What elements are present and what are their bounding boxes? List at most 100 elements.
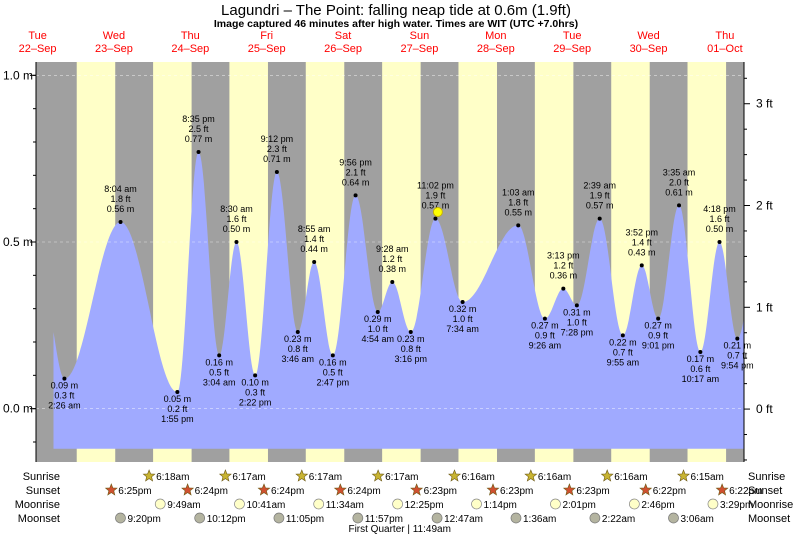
moonset-moon-icon bbox=[668, 512, 679, 524]
sunrise-time: 6:15am bbox=[691, 472, 724, 483]
y-tick-label-ft: 3 ft bbox=[756, 97, 773, 111]
moonset-time: 9:20pm bbox=[127, 514, 160, 525]
low-tide-label: 0.3 ft bbox=[245, 387, 266, 397]
high-tide-label: 1.8 ft bbox=[111, 194, 132, 204]
moonset-time: 3:06am bbox=[680, 514, 713, 525]
low-tide-label: 0.16 m bbox=[319, 357, 347, 367]
low-tide-label: 9:01 pm bbox=[642, 341, 675, 351]
low-tide-point bbox=[620, 333, 625, 338]
low-tide-label: 0.05 m bbox=[164, 394, 192, 404]
low-tide-label: 0.29 m bbox=[364, 314, 392, 324]
low-tide-label: 0.6 ft bbox=[690, 364, 711, 374]
moonrise-moon-icon bbox=[154, 498, 166, 510]
low-tide-label: 9:26 am bbox=[529, 341, 562, 351]
low-tide-label: 0.8 ft bbox=[288, 344, 309, 354]
high-tide-label: 1.4 ft bbox=[304, 234, 325, 244]
sunset-time: 6:23pm bbox=[424, 486, 457, 497]
high-tide-point bbox=[390, 280, 395, 284]
moonset-moon-icon bbox=[115, 512, 126, 524]
low-tide-label: 7:34 am bbox=[446, 324, 479, 334]
day-labels: Tue22–SepWed23–SepThu24–SepFri25–SepSat2… bbox=[19, 30, 743, 55]
high-tide-label: 1.4 ft bbox=[632, 237, 653, 247]
tide-area bbox=[53, 152, 744, 449]
moonrise-moon-icon bbox=[471, 498, 482, 510]
sunrise-star-icon bbox=[600, 469, 614, 482]
low-tide-label: 0.10 m bbox=[241, 377, 269, 387]
high-tide-label: 0.64 m bbox=[342, 177, 370, 187]
row-label-right: Sunset bbox=[748, 485, 782, 497]
sunrise-star-icon bbox=[371, 469, 385, 482]
current-tide-marker bbox=[432, 207, 443, 217]
date-label: 23–Sep bbox=[95, 43, 133, 55]
day-of-week-label: Mon bbox=[485, 30, 506, 42]
moonset-time: 2:22am bbox=[602, 514, 635, 525]
high-tide-label: 0.61 m bbox=[665, 187, 693, 197]
high-tide-label: 0.56 m bbox=[107, 204, 135, 214]
moonset-time: 12:47am bbox=[444, 514, 483, 525]
chart-subtitle: Image captured 46 minutes after high wat… bbox=[214, 18, 578, 30]
high-tide-label: 11:02 pm bbox=[417, 181, 454, 191]
high-tide-label: 3:13 pm bbox=[547, 251, 580, 261]
sunrise-time: 6:18am bbox=[156, 472, 189, 483]
low-tide-point bbox=[175, 390, 180, 394]
sunrise-star-icon bbox=[142, 469, 156, 482]
date-label: 25–Sep bbox=[248, 43, 286, 55]
low-tide-label: 0.27 m bbox=[644, 321, 672, 331]
low-tide-label: 7:28 pm bbox=[561, 327, 594, 337]
sunset-time: 6:24pm bbox=[347, 486, 380, 497]
low-tide-label: 1.0 ft bbox=[453, 314, 474, 324]
moonrise-moon-icon bbox=[313, 498, 325, 510]
low-tide-point bbox=[375, 310, 380, 314]
moonrise-time: 2:01pm bbox=[562, 500, 595, 511]
sunrise-star-icon bbox=[448, 469, 461, 482]
high-tide-point bbox=[274, 170, 279, 174]
low-tide-point bbox=[217, 353, 222, 358]
moonset-moon-icon bbox=[194, 512, 206, 524]
moonrise-time: 3:29pm bbox=[720, 500, 753, 511]
y-tick-label-m: 0.5 m bbox=[3, 235, 33, 249]
low-tide-label: 0.16 m bbox=[205, 357, 233, 367]
high-tide-label: 0.36 m bbox=[550, 271, 578, 281]
sunrise-time: 6:17am bbox=[232, 472, 265, 483]
row-label-right: Sunrise bbox=[748, 471, 785, 483]
moonset-moon-icon bbox=[273, 512, 285, 524]
sunset-star-icon bbox=[181, 483, 195, 496]
high-tide-label: 4:18 pm bbox=[703, 204, 736, 214]
low-tide-label: 2:26 am bbox=[48, 401, 81, 411]
day-of-week-label: Sat bbox=[335, 30, 352, 42]
high-tide-label: 2.3 ft bbox=[267, 144, 288, 154]
sunset-star-icon bbox=[257, 483, 271, 496]
high-tide-label: 2.0 ft bbox=[669, 177, 690, 187]
low-tide-label: 10:17 am bbox=[682, 374, 720, 384]
low-tide-label: 3:04 am bbox=[203, 377, 236, 387]
low-tide-label: 0.27 m bbox=[531, 321, 559, 331]
day-of-week-label: Sun bbox=[410, 30, 430, 42]
low-tide-label: 0.5 ft bbox=[209, 367, 230, 377]
sunset-star-icon bbox=[410, 483, 424, 496]
row-label-left: Moonrise bbox=[15, 499, 60, 511]
low-tide-label: 4:54 am bbox=[361, 334, 394, 344]
low-tide-label: 0.23 m bbox=[397, 334, 425, 344]
high-tide-point bbox=[433, 216, 438, 221]
high-tide-label: 0.44 m bbox=[300, 244, 328, 254]
sunset-star-icon bbox=[562, 483, 576, 496]
low-tide-label: 0.31 m bbox=[563, 307, 591, 317]
day-of-week-label: Wed bbox=[103, 30, 125, 42]
high-tide-label: 1.8 ft bbox=[508, 197, 529, 207]
moonset-moon-icon bbox=[589, 512, 601, 524]
y-tick-label-ft: 2 ft bbox=[756, 199, 773, 213]
sunset-time: 6:23pm bbox=[500, 486, 533, 497]
low-tide-label: 0.21 m bbox=[724, 341, 752, 351]
low-tide-label: 1:55 pm bbox=[161, 414, 194, 424]
low-tide-label: 1.0 ft bbox=[567, 317, 588, 327]
low-tide-point bbox=[330, 353, 335, 358]
high-tide-label: 8:55 am bbox=[298, 224, 331, 234]
sunrise-time: 6:16am bbox=[614, 472, 647, 483]
row-label-right: Moonrise bbox=[748, 499, 793, 511]
sunrise-star-icon bbox=[524, 469, 538, 482]
moonset-moon-icon bbox=[352, 512, 364, 524]
sunrise-time: 6:16am bbox=[538, 472, 571, 483]
high-tide-label: 1.6 ft bbox=[709, 214, 730, 224]
day-of-week-label: Thu bbox=[181, 30, 200, 42]
